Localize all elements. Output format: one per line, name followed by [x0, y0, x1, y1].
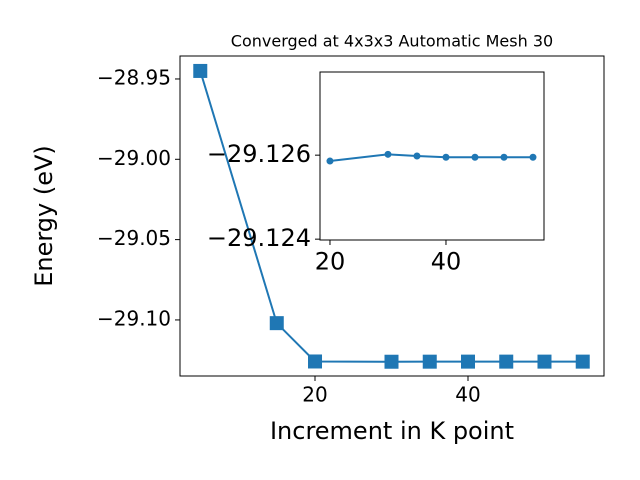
x-axis-label: Increment in K point — [270, 417, 514, 445]
x-tick-label: 20 — [315, 247, 346, 275]
y-tick-label: −28.95 — [97, 65, 171, 89]
marker — [529, 153, 537, 161]
x-tick-label: 40 — [431, 247, 462, 275]
marker — [575, 354, 590, 369]
y-tick-label: −29.05 — [97, 226, 171, 250]
x-tick-label: 20 — [302, 383, 327, 407]
marker — [460, 354, 475, 369]
marker — [413, 152, 421, 160]
chart-title: Converged at 4x3x3 Automatic Mesh 30 — [231, 32, 553, 51]
y-tick-label: −29.126 — [207, 140, 311, 168]
marker — [193, 63, 208, 78]
y-tick-label: −29.10 — [97, 306, 171, 330]
marker — [308, 354, 323, 369]
marker — [537, 354, 552, 369]
marker — [422, 354, 437, 369]
y-tick-label: −29.00 — [97, 146, 171, 170]
marker — [500, 153, 508, 161]
y-tick-label: −29.124 — [207, 224, 311, 252]
marker — [442, 153, 450, 161]
marker — [326, 157, 334, 165]
marker — [499, 354, 514, 369]
marker — [269, 316, 284, 331]
marker — [471, 153, 479, 161]
x-tick-label: 40 — [455, 383, 480, 407]
marker — [384, 150, 392, 158]
marker — [384, 354, 399, 369]
y-axis-label: Energy (eV) — [30, 145, 58, 287]
